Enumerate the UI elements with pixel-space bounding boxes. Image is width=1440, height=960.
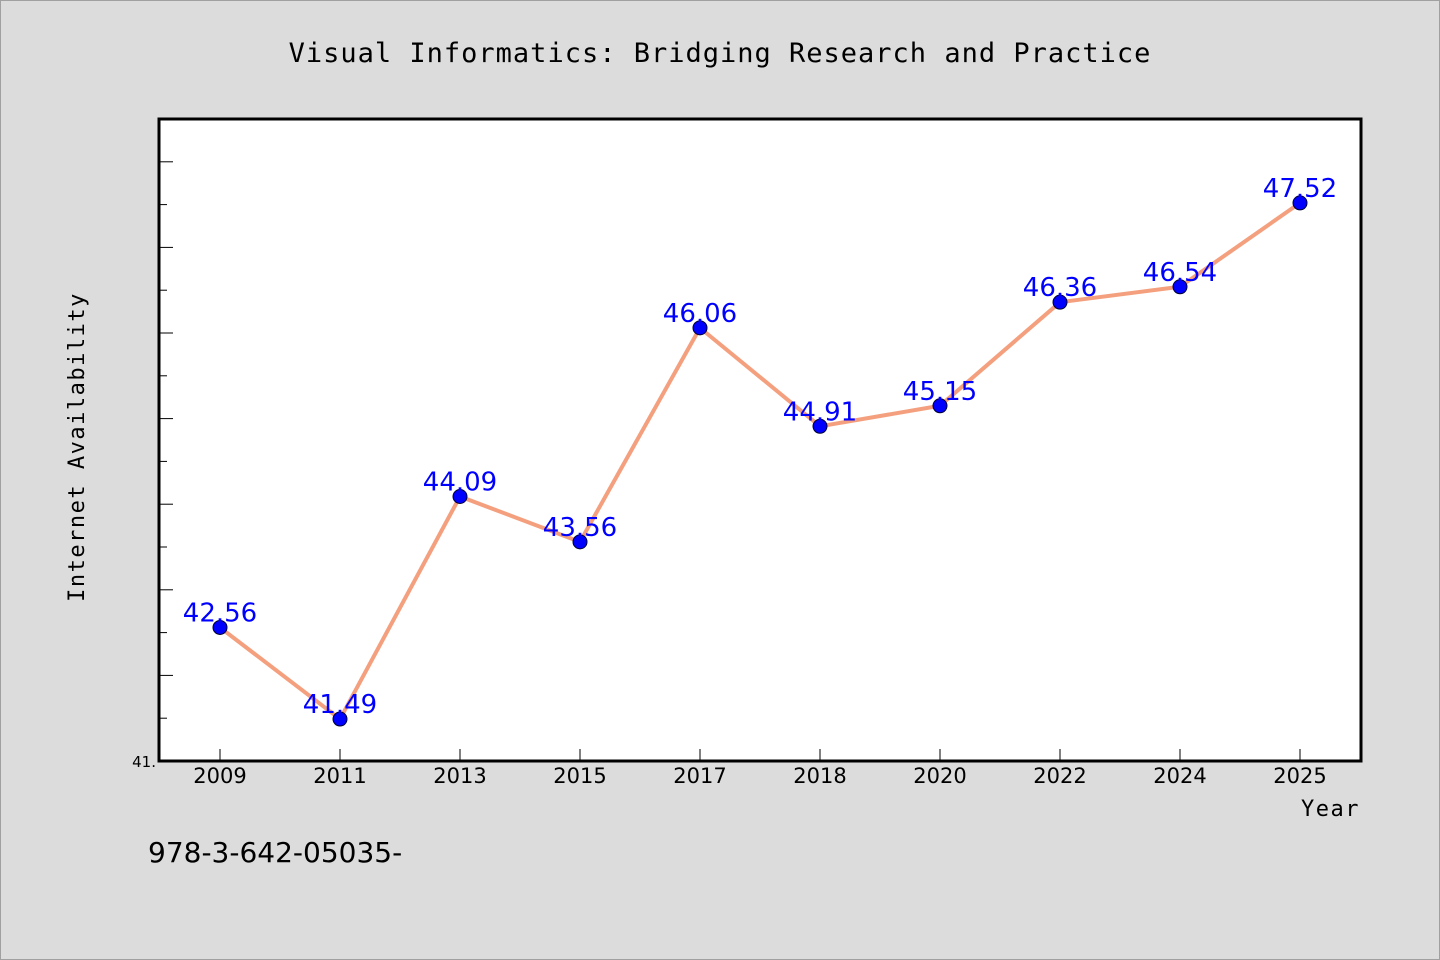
data-label: 41.49 bbox=[303, 690, 377, 720]
x-tick-label: 2011 bbox=[313, 764, 366, 788]
data-label: 46.36 bbox=[1023, 273, 1097, 303]
x-tick-label: 2009 bbox=[193, 764, 246, 788]
data-point bbox=[1172, 279, 1188, 295]
data-label: 45.15 bbox=[903, 377, 977, 407]
data-point bbox=[1052, 294, 1068, 310]
x-tick-label: 2024 bbox=[1153, 764, 1206, 788]
data-point bbox=[932, 398, 948, 414]
footer-text: 978-3-642-05035- bbox=[148, 836, 402, 869]
x-tick-label: 2018 bbox=[793, 764, 846, 788]
data-label: 46.54 bbox=[1143, 258, 1217, 288]
data-point bbox=[692, 320, 708, 336]
data-label: 43.56 bbox=[543, 513, 617, 543]
x-tick-label: 2022 bbox=[1033, 764, 1086, 788]
x-axis-tick-labels: 2009 2011 2013 2015 2017 2018 2020 2022 2024 2025 bbox=[193, 764, 1326, 788]
y-axis-min-label: 41. bbox=[132, 753, 156, 771]
data-labels: 42.56 41.49 44.09 43.56 46.06 44.91 45.15 46.36… bbox=[183, 174, 1337, 720]
x-axis-title: Year bbox=[1301, 797, 1360, 822]
data-label: 46.06 bbox=[663, 299, 737, 329]
data-point bbox=[812, 418, 828, 434]
data-label: 47.52 bbox=[1263, 174, 1337, 204]
data-markers bbox=[212, 195, 1308, 727]
series-line-group bbox=[218, 201, 1302, 722]
data-label: 44.09 bbox=[423, 467, 497, 497]
x-tick-label: 2020 bbox=[913, 764, 966, 788]
data-point bbox=[1292, 195, 1308, 211]
y-axis-title: Internet Availability bbox=[65, 292, 90, 602]
y-axis-ticks bbox=[159, 118, 173, 719]
data-point bbox=[212, 619, 228, 635]
x-tick-label: 2025 bbox=[1273, 764, 1326, 788]
chart-title: Visual Informatics: Bridging Research an… bbox=[289, 38, 1152, 69]
data-label: 44.91 bbox=[783, 397, 857, 427]
plot-area bbox=[157, 117, 1363, 763]
x-tick-label: 2017 bbox=[673, 764, 726, 788]
x-tick-label: 2015 bbox=[553, 764, 606, 788]
data-point bbox=[452, 488, 468, 504]
series-line bbox=[218, 201, 1302, 722]
x-axis-ticks bbox=[219, 749, 1301, 761]
data-label: 42.56 bbox=[183, 598, 257, 628]
data-point bbox=[332, 711, 348, 727]
data-point bbox=[572, 534, 588, 550]
x-tick-label: 2013 bbox=[433, 764, 486, 788]
